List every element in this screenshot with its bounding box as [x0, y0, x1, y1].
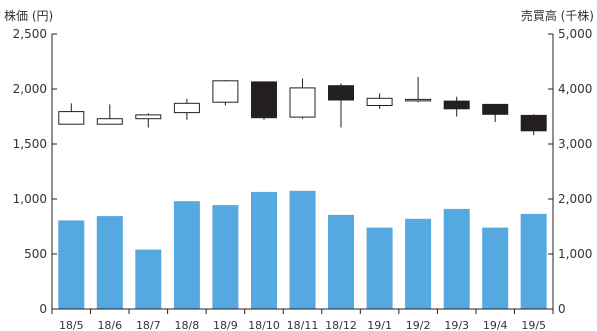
left-tick-label: 1,000 — [13, 192, 47, 206]
x-tick-label: 18/5 — [59, 319, 84, 331]
right-axis-title: 売買高 (千株) — [521, 8, 594, 23]
volume-bar — [520, 213, 547, 309]
x-tick-label: 19/5 — [521, 319, 546, 331]
volume-bar — [212, 205, 239, 309]
x-axis-ticks: 18/5 18/6 18/7 18/8 18/9 18/10 18/11 18/12 19/1 1… — [51, 309, 554, 331]
volume-bar — [58, 220, 85, 309]
candle-body-up — [135, 114, 162, 120]
axes-group — [51, 34, 554, 310]
left-tick-label: 0 — [39, 302, 47, 316]
x-tick-label: 18/6 — [97, 319, 122, 331]
volume-bar — [173, 201, 200, 309]
right-axis-ticks: 0 1,000 2,000 3,000 4,000 5,000 — [548, 27, 592, 316]
candle-body-down — [443, 100, 470, 110]
x-tick-label: 18/7 — [136, 319, 161, 331]
x-tick-label: 18/8 — [175, 319, 200, 331]
candle-body-down — [482, 103, 509, 115]
x-tick-label: 19/3 — [444, 319, 469, 331]
right-tick-label: 4,000 — [558, 82, 592, 96]
right-tick-label: 0 — [558, 302, 566, 316]
right-tick-label: 2,000 — [558, 192, 592, 206]
candles-group — [58, 76, 547, 136]
candle-body-up — [58, 111, 85, 125]
right-tick-label: 3,000 — [558, 137, 592, 151]
x-tick-label: 19/4 — [483, 319, 508, 331]
right-tick-label: 1,000 — [558, 247, 592, 261]
left-axis-ticks: 0 500 1,000 1,500 2,000 2,500 — [13, 27, 57, 316]
candle-body-up — [173, 102, 200, 114]
volume-bar — [443, 208, 470, 309]
volume-bar — [482, 227, 509, 309]
left-tick-label: 2,500 — [13, 27, 47, 41]
volume-bar — [251, 191, 277, 309]
left-tick-label: 1,500 — [13, 137, 47, 151]
x-tick-label: 19/2 — [406, 319, 431, 331]
volume-bar — [135, 249, 162, 309]
candle-body-up — [96, 118, 123, 125]
candle-body-down — [251, 81, 277, 119]
candle-body-up — [212, 80, 239, 103]
left-tick-label: 2,000 — [13, 82, 47, 96]
volume-bar — [405, 218, 432, 309]
volume-bar — [328, 214, 354, 309]
volume-bar — [289, 190, 316, 310]
x-tick-label: 18/12 — [325, 319, 357, 331]
left-tick-label: 500 — [24, 247, 47, 261]
candle-body-up — [405, 98, 432, 102]
x-tick-label: 18/10 — [248, 319, 280, 331]
candle-body-down — [520, 114, 547, 132]
x-tick-label: 18/9 — [213, 319, 238, 331]
candle-body-up — [289, 87, 316, 118]
volume-bars-group — [58, 190, 547, 310]
x-tick-label: 19/1 — [367, 319, 392, 331]
volume-bar — [96, 216, 123, 309]
candle-body-up — [366, 97, 393, 107]
left-axis-title: 株価 (円) — [4, 8, 53, 23]
right-tick-label: 5,000 — [558, 27, 592, 41]
volume-bar — [366, 227, 393, 309]
candle-body-down — [328, 85, 354, 101]
x-tick-label: 18/11 — [287, 319, 319, 331]
